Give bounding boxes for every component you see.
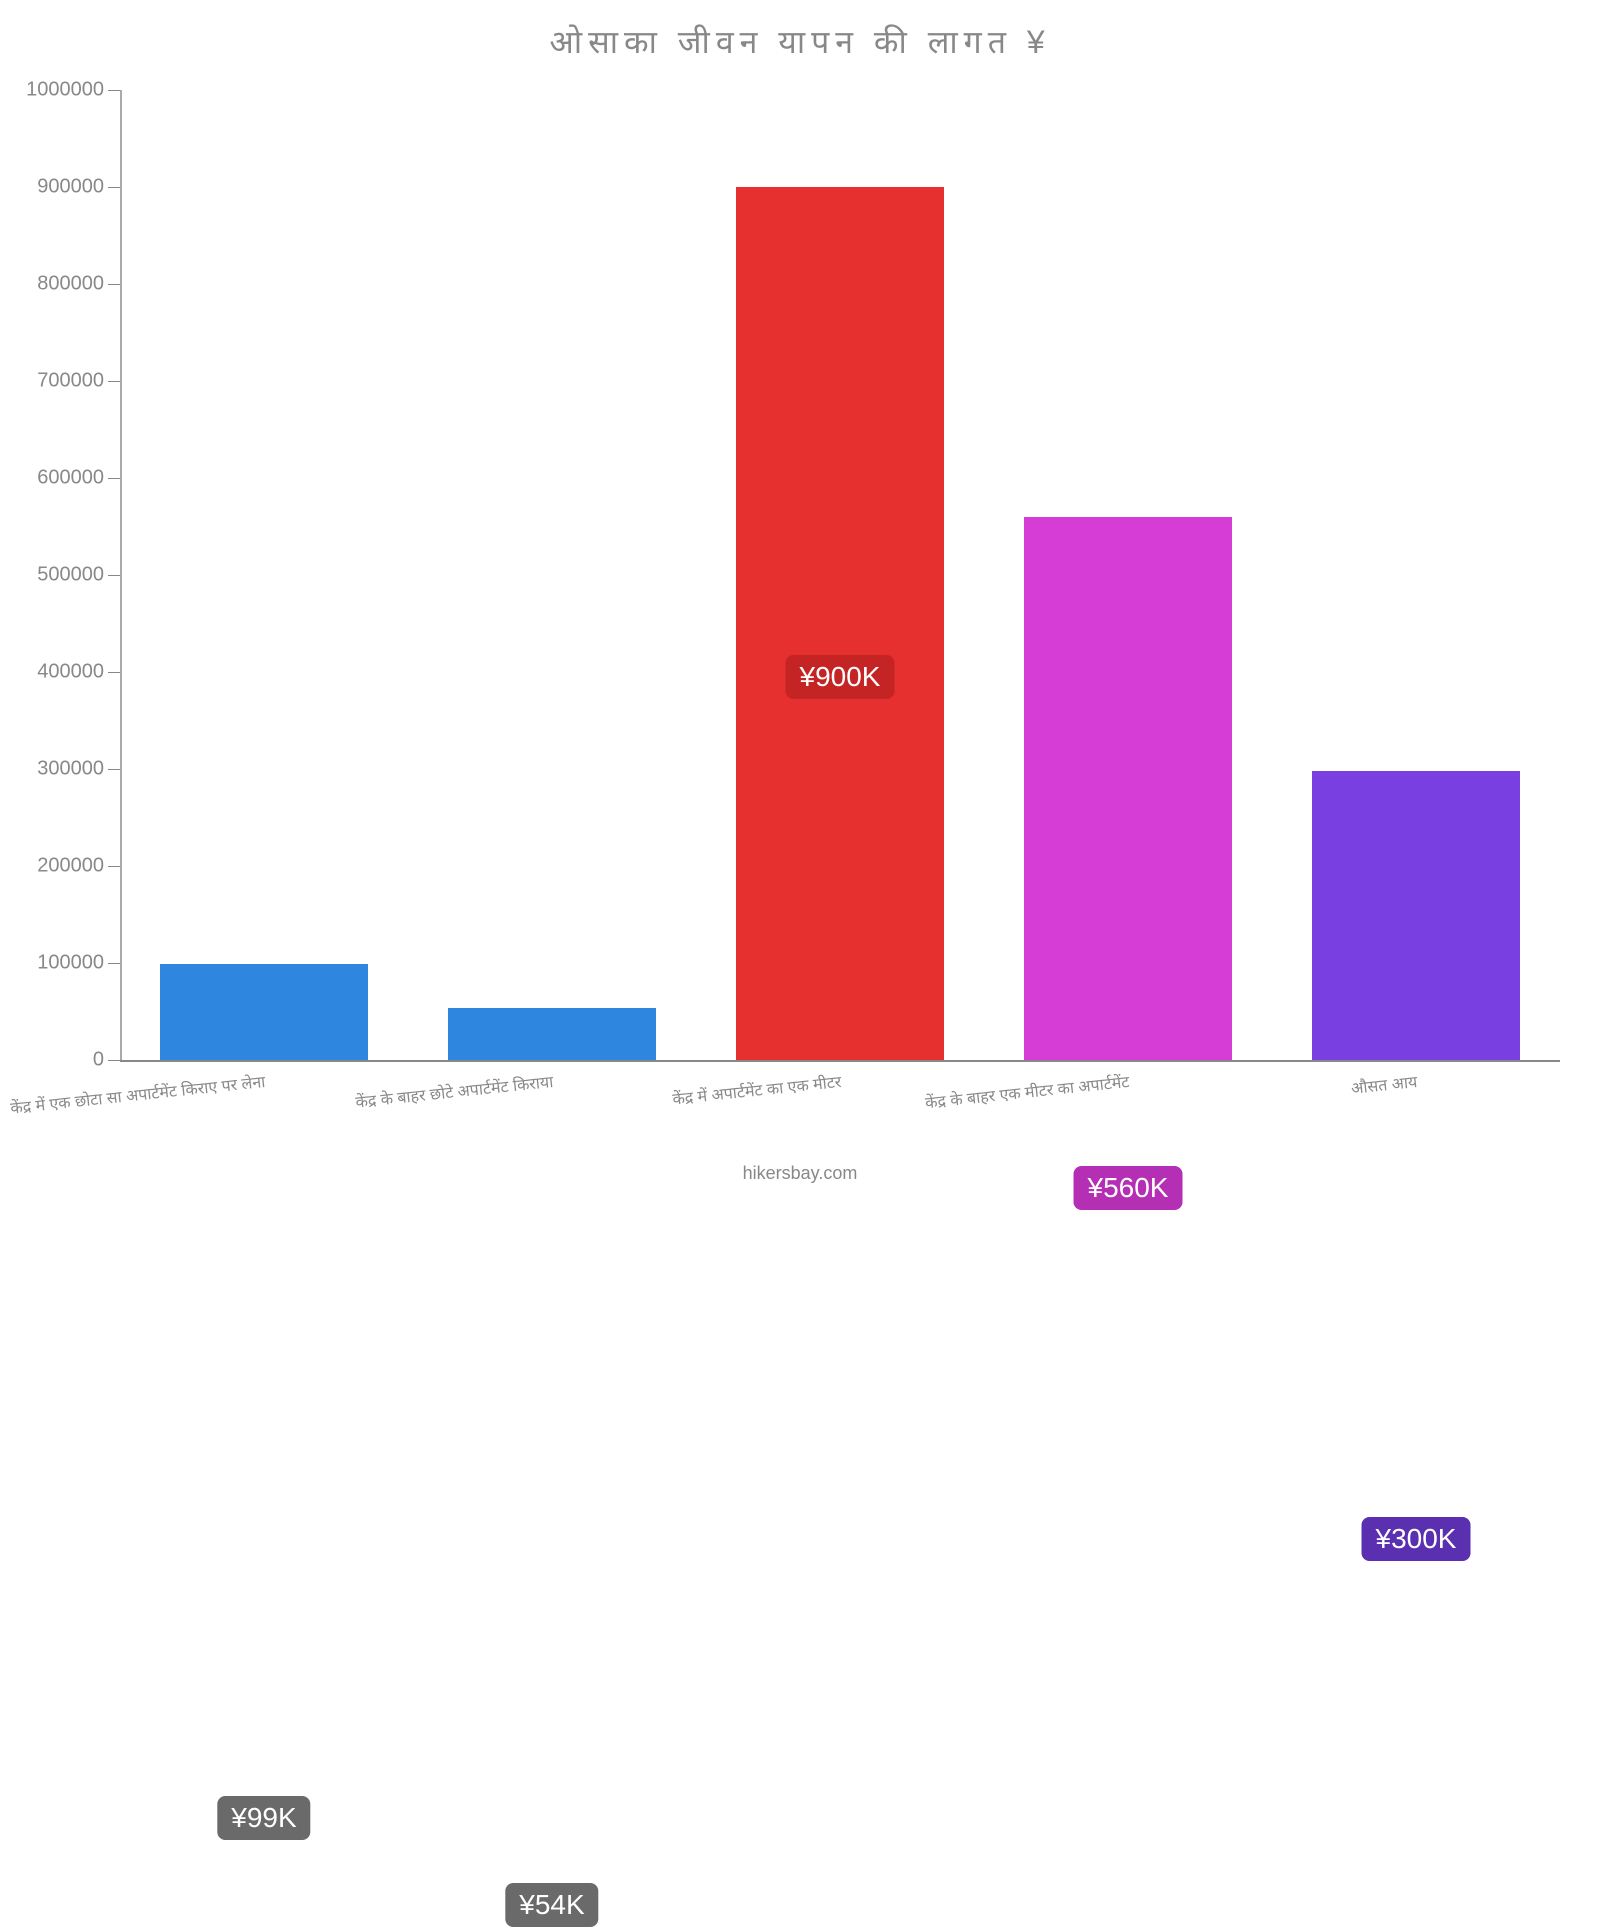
y-axis-line: [120, 90, 122, 1060]
y-tick-label: 1000000: [26, 79, 120, 102]
bar: ¥300K: [1312, 771, 1519, 1060]
y-tick-label: 500000: [37, 564, 120, 587]
bar-value-label: ¥900K: [786, 655, 895, 699]
y-tick-label: 800000: [37, 273, 120, 296]
y-tick-label: 0: [93, 1049, 120, 1072]
y-tick-label: 700000: [37, 370, 120, 393]
chart-footer: hikersbay.com: [0, 1163, 1600, 1184]
y-tick-label: 100000: [37, 952, 120, 975]
bar: ¥560K: [1024, 517, 1231, 1060]
plot-area: 0100000200000300000400000500000600000700…: [120, 90, 1560, 1062]
bar: ¥900K: [736, 187, 943, 1060]
y-tick-label: 900000: [37, 176, 120, 199]
chart-title: ओसाका जीवन यापन की लागत ¥: [0, 20, 1600, 63]
bar-value-label: ¥99K: [217, 1796, 310, 1840]
y-tick-label: 200000: [37, 855, 120, 878]
chart-container: ओसाका जीवन यापन की लागत ¥ 01000002000003…: [0, 0, 1600, 1200]
bar-value-label: ¥54K: [505, 1883, 598, 1927]
bar-value-label: ¥300K: [1362, 1517, 1471, 1561]
y-tick-label: 600000: [37, 467, 120, 490]
bar: ¥54K: [448, 1008, 655, 1060]
y-tick-label: 400000: [37, 661, 120, 684]
bar: ¥99K: [160, 964, 367, 1060]
y-tick-label: 300000: [37, 758, 120, 781]
